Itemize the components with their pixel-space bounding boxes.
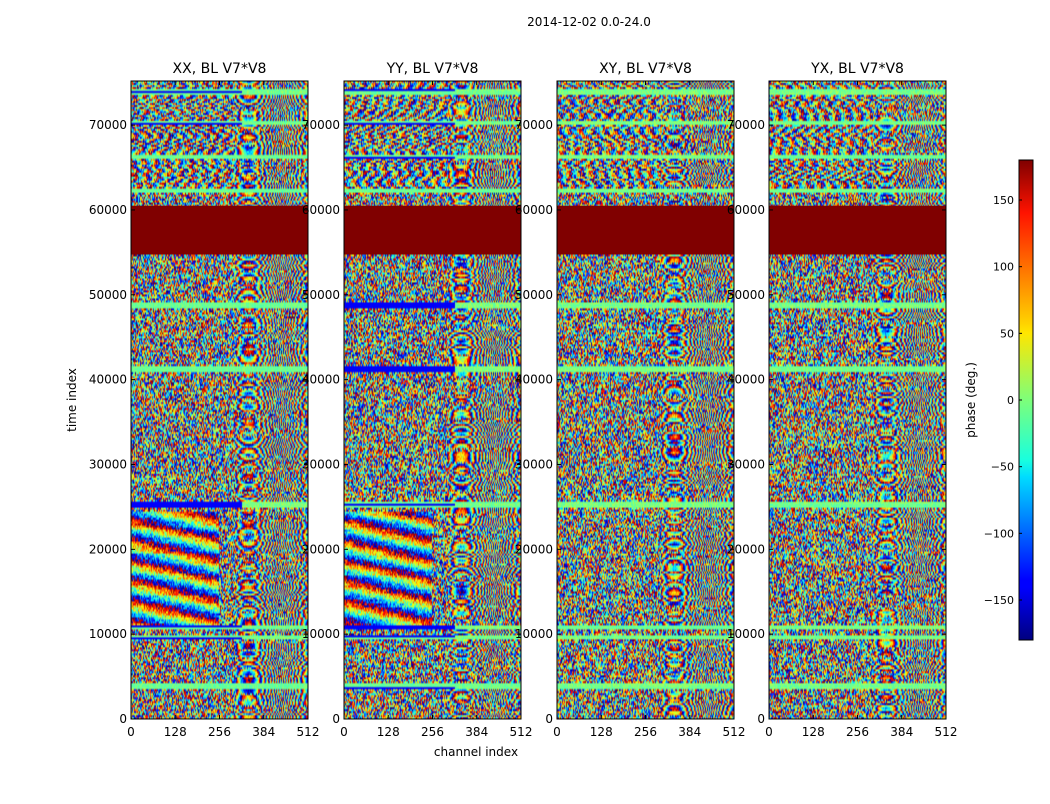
colorbar-tick-label: −50 [991, 461, 1014, 474]
y-tick-label: 60000 [727, 203, 765, 217]
panel-title: YY, BL V7*V8 [386, 61, 479, 77]
y-tick-label: 20000 [302, 542, 340, 556]
y-tick-label: 50000 [89, 288, 127, 302]
x-tick-label: 256 [421, 725, 444, 739]
colorbar-tick-label: 50 [1000, 327, 1014, 340]
x-tick-label: 512 [935, 725, 958, 739]
y-tick-label: 0 [119, 712, 127, 726]
y-tick-label: 10000 [89, 627, 127, 641]
x-tick-label: 0 [553, 725, 561, 739]
panel-xy: XY, BL V7*V8 0 128 256 384 512 0 10000 20000 3000… [515, 61, 746, 739]
panel-title: YX, BL V7*V8 [810, 61, 904, 77]
y-tick-label: 10000 [727, 627, 765, 641]
x-axis-label: channel index [434, 745, 518, 759]
saturated-band [131, 205, 308, 255]
y-tick-label: 60000 [515, 203, 553, 217]
y-tick-label: 60000 [89, 203, 127, 217]
panel-yy: YY, BL V7*V8 0 128 256 384 512 0 10000 20000 3000… [302, 61, 533, 739]
y-tick-label: 50000 [515, 288, 553, 302]
heatmap-image-xy [557, 81, 734, 719]
panel-xx: XX, BL V7*V8 0 128 256 384 512 0 10000 20000 3000… [89, 61, 320, 739]
x-tick-label: 384 [890, 725, 913, 739]
x-tick-label: 0 [127, 725, 135, 739]
y-tick-label: 70000 [727, 118, 765, 132]
y-tick-label: 30000 [727, 457, 765, 471]
colorbar-tick-label: 100 [993, 261, 1014, 274]
figure-suptitle: 2014-12-02 0.0-24.0 [527, 15, 651, 29]
saturated-band [344, 205, 521, 255]
y-tick-label: 30000 [89, 457, 127, 471]
y-tick-label: 40000 [302, 373, 340, 387]
x-tick-label: 384 [252, 725, 275, 739]
y-tick-label: 30000 [302, 457, 340, 471]
colorbar-tick-label: −150 [984, 594, 1014, 607]
x-tick-label: 128 [377, 725, 400, 739]
x-tick-label: 256 [208, 725, 231, 739]
colorbar: −150 −100 −50 0 50 100 150 [984, 159, 1034, 641]
x-tick-label: 512 [510, 725, 533, 739]
y-tick-label: 40000 [89, 373, 127, 387]
y-tick-label: 70000 [515, 118, 553, 132]
y-tick-label: 10000 [515, 627, 553, 641]
y-tick-label: 50000 [302, 288, 340, 302]
heatmap-image-yx [769, 81, 946, 719]
y-tick-label: 30000 [515, 457, 553, 471]
x-tick-label: 128 [164, 725, 187, 739]
x-tick-label: 256 [846, 725, 869, 739]
y-tick-label: 20000 [515, 542, 553, 556]
x-tick-label: 256 [634, 725, 657, 739]
x-tick-label: 512 [723, 725, 746, 739]
y-tick-label: 0 [757, 712, 765, 726]
x-tick-label: 128 [802, 725, 825, 739]
panel-yx: YX, BL V7*V8 0 128 256 384 512 0 10000 20000 3000… [727, 61, 958, 739]
y-axis-label: time index [65, 368, 79, 432]
y-tick-label: 40000 [515, 373, 553, 387]
colorbar-tick-label: 0 [1007, 394, 1014, 407]
y-tick-label: 70000 [89, 118, 127, 132]
y-tick-label: 50000 [727, 288, 765, 302]
colorbar-tick-label: −100 [984, 527, 1014, 540]
x-tick-label: 512 [297, 725, 320, 739]
panel-title: XY, BL V7*V8 [599, 61, 692, 77]
y-tick-label: 10000 [302, 627, 340, 641]
y-tick-label: 70000 [302, 118, 340, 132]
x-tick-label: 128 [590, 725, 613, 739]
x-tick-label: 384 [465, 725, 488, 739]
colorbar-tick-label: 150 [993, 194, 1014, 207]
panels-group: XX, BL V7*V8 0 128 256 384 512 0 10000 20000 3000… [89, 61, 958, 739]
x-tick-label: 0 [340, 725, 348, 739]
y-tick-label: 20000 [727, 542, 765, 556]
heatmap-image-yy [344, 81, 521, 719]
x-tick-label: 384 [678, 725, 701, 739]
y-tick-label: 0 [332, 712, 340, 726]
colorbar-label: phase (deg.) [964, 362, 978, 438]
saturated-band [557, 205, 734, 255]
saturated-band [769, 205, 946, 255]
y-tick-label: 40000 [727, 373, 765, 387]
heatmap-image-xx [131, 81, 308, 719]
y-tick-label: 20000 [89, 542, 127, 556]
x-tick-label: 0 [765, 725, 773, 739]
panel-title: XX, BL V7*V8 [173, 61, 267, 77]
y-tick-label: 0 [545, 712, 553, 726]
y-tick-label: 60000 [302, 203, 340, 217]
